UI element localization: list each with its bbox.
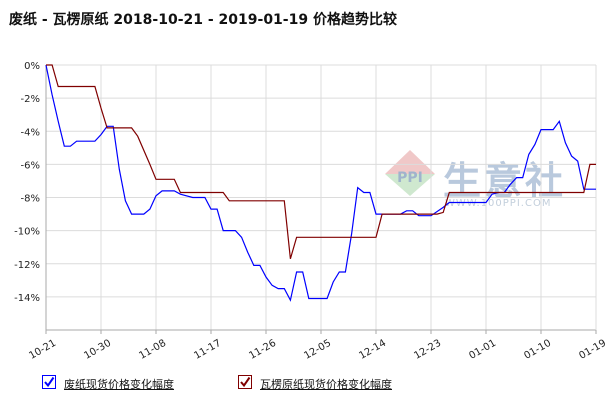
watermark: PPI 生意社 WWW.100PPI.COM	[383, 148, 593, 218]
series-layer	[45, 64, 596, 302]
x-tick-label: 11-08	[137, 338, 168, 362]
x-tick-label: 12-05	[302, 338, 333, 362]
x-tick-label: 11-26	[247, 338, 278, 362]
series-line-2	[46, 64, 596, 259]
y-tick-label: -10%	[14, 227, 40, 238]
axes: 0% -2% -4% -6% -8% -10% -12% -14% 10-21 10-30 11-0…	[14, 61, 608, 362]
watermark-url: WWW.100PPI.COM	[445, 198, 552, 209]
chart-title: 废纸 - 瓦楞原纸 2018-10-21 - 2019-01-19 价格趋势比较	[9, 12, 397, 28]
y-tick-label: -12%	[14, 260, 40, 271]
x-tick-label: 01-10	[522, 338, 553, 362]
checkbox-checked-icon[interactable]	[42, 375, 56, 389]
x-tick-label: 10-21	[27, 338, 58, 362]
y-tick-label: -14%	[14, 293, 40, 304]
y-tick-label: -8%	[21, 194, 40, 205]
x-tick-label: 01-19	[577, 338, 608, 362]
ppi-logo-icon: PPI	[385, 150, 435, 196]
series-line-1	[45, 64, 596, 302]
y-tick-label: -4%	[21, 127, 40, 138]
x-tick-label: 12-14	[357, 338, 388, 362]
x-tick-label: 01-01	[467, 338, 498, 362]
y-tick-label: -6%	[21, 160, 40, 171]
checkbox-checked-icon[interactable]	[238, 375, 252, 389]
watermark-logo-text: PPI	[397, 170, 423, 186]
legend-label-series-2: 瓦楞原纸现货价格变化幅度	[260, 378, 392, 391]
watermark-text: 生意社	[443, 159, 567, 203]
x-tick-label: 11-17	[192, 338, 223, 362]
x-tick-label: 10-30	[82, 338, 113, 362]
legend-label-series-1: 废纸现货价格变化幅度	[64, 378, 174, 391]
x-tick-label: 12-23	[412, 338, 443, 362]
grid	[45, 64, 597, 330]
y-tick-label: 0%	[24, 61, 40, 72]
y-tick-label: -2%	[21, 94, 40, 105]
